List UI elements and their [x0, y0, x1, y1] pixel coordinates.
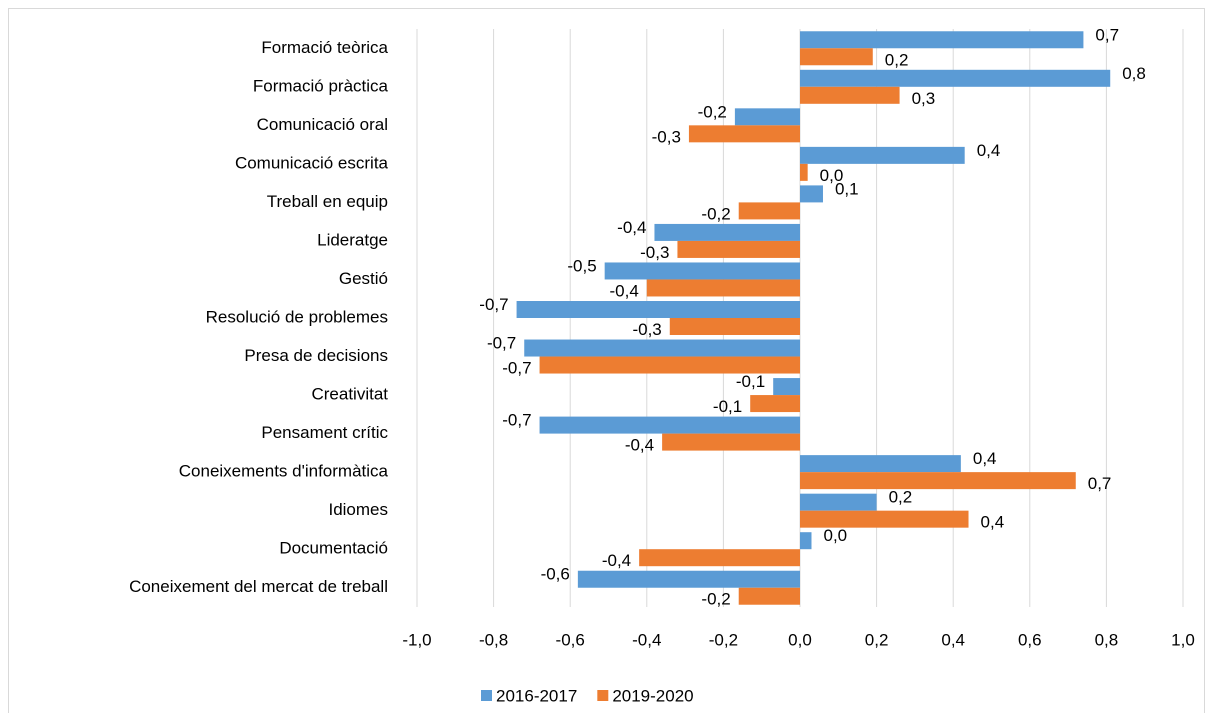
- bar: [800, 163, 808, 181]
- legend-label: 2019-2020: [612, 686, 693, 705]
- value-label: -0,4: [610, 281, 639, 300]
- value-label: 0,1: [835, 179, 859, 198]
- x-tick-label: -0,2: [709, 630, 738, 649]
- bar: [750, 395, 800, 413]
- bar: [738, 202, 800, 220]
- x-tick-label: -0,8: [479, 630, 508, 649]
- bar: [738, 587, 800, 605]
- x-tick-label: 0,4: [941, 630, 965, 649]
- y-tick-label: Pensament crític: [261, 423, 388, 442]
- bar: [800, 69, 1111, 87]
- bar: [539, 356, 800, 374]
- y-tick-label: Treball en equip: [267, 192, 388, 211]
- chart-border: [8, 8, 1205, 713]
- bar: [734, 108, 800, 126]
- bar: [800, 455, 961, 473]
- value-label: 0,0: [823, 526, 847, 545]
- value-label: -0,3: [632, 320, 661, 339]
- bar: [654, 223, 800, 241]
- value-label: 0,7: [1088, 474, 1112, 493]
- y-tick-label: Gestió: [339, 269, 388, 288]
- bar: [524, 339, 800, 357]
- y-tick-label: Comunicació escrita: [235, 153, 389, 172]
- value-label: -0,1: [713, 397, 742, 416]
- x-tick-label: 0,6: [1018, 630, 1042, 649]
- bar: [800, 510, 969, 528]
- bar: [800, 86, 900, 104]
- bar: [800, 31, 1084, 49]
- y-tick-label: Resolució de problemes: [206, 307, 388, 326]
- legend-swatch: [597, 690, 609, 701]
- value-label: -0,6: [541, 565, 570, 584]
- bar: [688, 125, 800, 143]
- x-tick-label: -0,4: [632, 630, 661, 649]
- bar: [639, 549, 800, 567]
- value-label: -0,4: [617, 218, 646, 237]
- bar: [604, 262, 800, 280]
- bar: [800, 472, 1076, 490]
- x-tick-label: 1,0: [1171, 630, 1195, 649]
- value-label: -0,3: [652, 127, 681, 146]
- x-tick-label: -1,0: [402, 630, 431, 649]
- bar: [577, 570, 800, 588]
- value-label: 0,8: [1122, 64, 1146, 83]
- bar: [800, 185, 823, 203]
- value-label: -0,4: [625, 436, 654, 455]
- value-label: 0,4: [973, 449, 997, 468]
- bar: [516, 301, 800, 318]
- value-label: 0,0: [820, 166, 844, 185]
- legend-label: 2016-2017: [496, 686, 577, 705]
- value-label: 0,4: [977, 141, 1001, 160]
- value-label: -0,5: [567, 256, 596, 275]
- value-label: -0,2: [698, 102, 727, 121]
- value-label: -0,2: [701, 204, 730, 223]
- value-label: -0,3: [640, 243, 669, 262]
- value-label: -0,7: [502, 411, 531, 430]
- y-tick-label: Comunicació oral: [257, 115, 388, 134]
- value-label: -0,7: [502, 359, 531, 378]
- value-label: 0,7: [1095, 25, 1119, 44]
- value-label: -0,7: [479, 295, 508, 314]
- bar: [669, 318, 800, 335]
- bar: [800, 493, 877, 511]
- value-label: -0,2: [701, 590, 730, 609]
- value-label: -0,7: [487, 334, 516, 353]
- value-label: 0,2: [889, 488, 913, 507]
- bar: [646, 279, 800, 297]
- x-tick-label: 0,2: [865, 630, 889, 649]
- y-tick-label: Formació teòrica: [261, 38, 388, 57]
- x-tick-label: 0,8: [1095, 630, 1119, 649]
- bar: [800, 48, 873, 66]
- value-label: -0,1: [736, 372, 765, 391]
- y-tick-label: Lideratge: [317, 230, 388, 249]
- value-label: 0,3: [912, 89, 936, 108]
- bar: [539, 416, 800, 434]
- x-tick-label: -0,6: [556, 630, 585, 649]
- value-label: 0,4: [981, 513, 1005, 532]
- y-tick-label: Presa de decisions: [244, 346, 388, 365]
- bar: [800, 532, 812, 550]
- bar: [677, 240, 800, 258]
- y-tick-label: Coneixement del mercat de treball: [129, 577, 388, 596]
- value-label: 0,2: [885, 50, 909, 69]
- bar: [662, 433, 800, 451]
- value-label: -0,4: [602, 551, 631, 570]
- bar: [800, 146, 965, 164]
- y-tick-label: Creativitat: [311, 385, 388, 404]
- x-tick-label: 0,0: [788, 630, 812, 649]
- y-tick-label: Idiomes: [328, 500, 388, 519]
- legend-swatch: [481, 690, 492, 701]
- bar: [773, 378, 800, 396]
- y-tick-label: Documentació: [279, 539, 388, 558]
- y-tick-label: Formació pràctica: [253, 76, 389, 95]
- y-tick-label: Coneixements d'informàtica: [179, 462, 389, 481]
